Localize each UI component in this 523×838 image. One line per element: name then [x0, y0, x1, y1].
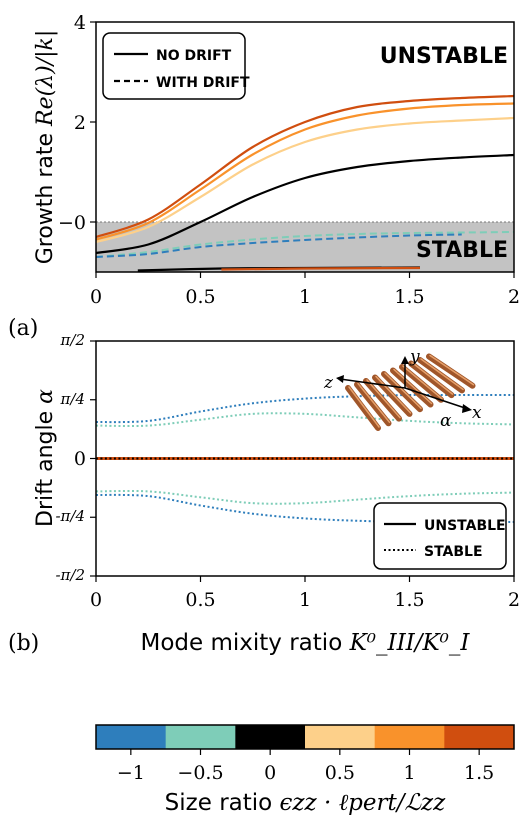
colorbar-bin: [374, 725, 445, 749]
panel-b-legend: UNSTABLE STABLE: [373, 502, 507, 570]
x-tick-label: 2: [508, 286, 520, 308]
fiber-highlight: [411, 361, 454, 395]
growth-rate-series-5: [95, 233, 462, 258]
x-tick-label: 0: [90, 286, 102, 308]
panel-b: y z x α π/2 π/4 0 -π/4 -π/2 0 0.5: [33, 331, 520, 611]
fiber: [345, 385, 381, 431]
inset-angle-alpha: α: [440, 411, 452, 431]
x-tick-label: 1.5: [394, 589, 424, 611]
legend-stable: STABLE: [424, 544, 483, 560]
growth-rate-series-2: [95, 116, 515, 244]
inset-axis-x: x: [472, 403, 482, 423]
legend-no-drift: NO DRIFT: [156, 48, 232, 64]
panel-a: 4 2 −0 0 0.5 1 1.5 2 Growth rate Re(λ)/|…: [33, 12, 520, 308]
x-tick-label: 1.5: [394, 286, 424, 308]
fiber: [408, 360, 455, 399]
growth-rate-series-3: [95, 153, 515, 255]
x-tick-label: 1: [299, 286, 311, 308]
colorbar-bin: [305, 725, 376, 749]
fiber: [363, 378, 402, 422]
fiber-highlight: [366, 379, 401, 419]
fiber: [426, 353, 476, 389]
drift-angle-series-3: [95, 489, 515, 505]
inset-axis-y: y: [409, 347, 420, 367]
colorbar-tick-label: −0.5: [177, 762, 223, 784]
y-tick-label: 2: [74, 112, 86, 134]
colorbar-tick-label: 1: [403, 762, 415, 784]
colorbar-tick-label: 1.5: [464, 762, 494, 784]
panel-a-y-label: Growth rate Re(λ)/|k|: [33, 30, 58, 265]
x-tick-label: 1: [299, 589, 311, 611]
fiber-highlight: [429, 354, 475, 386]
colorbar-tick-label: 0.5: [325, 762, 355, 784]
drift-angle-series-0: [95, 393, 514, 424]
y-tick-label: π/4: [60, 390, 85, 408]
unstable-region-label: UNSTABLE: [380, 44, 508, 69]
panel-b-label: (b): [8, 631, 39, 656]
panel-a-x-ticks: 0 0.5 1 1.5 2: [90, 272, 520, 308]
colorbar-bin: [165, 725, 236, 749]
colorbar-tick-label: 0: [264, 762, 276, 784]
colorbar-frame: [95, 724, 515, 750]
y-tick-label: -π/2: [55, 566, 85, 584]
stable-region-label: STABLE: [416, 238, 508, 263]
x-tick-label: 2: [508, 589, 520, 611]
colorbar-bin: [235, 725, 306, 749]
y-tick-label: 4: [74, 12, 86, 34]
fiber: [399, 364, 444, 403]
growth-rate-series-0: [95, 94, 515, 239]
panel-a-series: [95, 94, 515, 272]
panel-a-label: (a): [8, 316, 38, 341]
growth-rate-series-1: [95, 102, 515, 241]
fiber-highlight: [384, 372, 422, 409]
x-tick-label: 0.5: [185, 589, 215, 611]
fiber-highlight: [348, 386, 380, 428]
fiber: [390, 367, 434, 408]
x-axis-label: Mode mixity ratio K⁰_III/K⁰_I: [141, 630, 471, 656]
y-tick-label: −0: [58, 212, 86, 234]
colorbar-label: Size ratio ϵzz · ℓpert/ℒzz: [165, 790, 447, 816]
fiber-highlight: [375, 375, 412, 414]
x-tick-label: 0.5: [185, 286, 215, 308]
growth-rate-series-4: [95, 231, 515, 258]
fiber-highlight: [420, 358, 464, 391]
fiber: [372, 374, 413, 417]
legend-unstable: UNSTABLE: [424, 518, 506, 534]
fiber-highlight: [402, 365, 443, 400]
inset-axis-z: z: [323, 373, 334, 393]
stable-region-band: [96, 222, 514, 272]
colorbar-tick-label: −1: [117, 762, 145, 784]
fiber: [354, 381, 392, 427]
drift-angle-series-1: [95, 412, 515, 428]
y-tick-label: π/2: [60, 331, 85, 349]
panel-b-y-ticks: π/2 π/4 0 -π/4 -π/2: [55, 331, 96, 584]
panel-b-x-ticks: 0 0.5 1 1.5 2: [90, 576, 520, 611]
y-tick-label: -π/4: [55, 507, 85, 525]
fiber-highlight: [393, 368, 433, 405]
y-tick-label: 0: [74, 448, 86, 470]
colorbar-bin: [444, 725, 515, 749]
legend-with-drift: WITH DRIFT: [156, 75, 250, 91]
fiber-highlight: [357, 382, 391, 424]
panel-b-y-label: Drift angle α: [33, 389, 58, 527]
growth-rate-series-7: [221, 266, 420, 271]
panel-a-y-ticks: 4 2 −0: [58, 12, 96, 234]
colorbar-bin: [96, 725, 167, 749]
fiber-bundle-inset: y z x α: [323, 347, 482, 431]
panel-a-legend: NO DRIFT WITH DRIFT: [102, 32, 250, 100]
x-tick-label: 0: [90, 589, 102, 611]
colorbar: −1 −0.5 0 0.5 1 1.5 Size ratio ϵzz · ℓpert/ℒz…: [95, 724, 515, 816]
fiber: [417, 357, 465, 394]
fiber: [381, 371, 423, 413]
